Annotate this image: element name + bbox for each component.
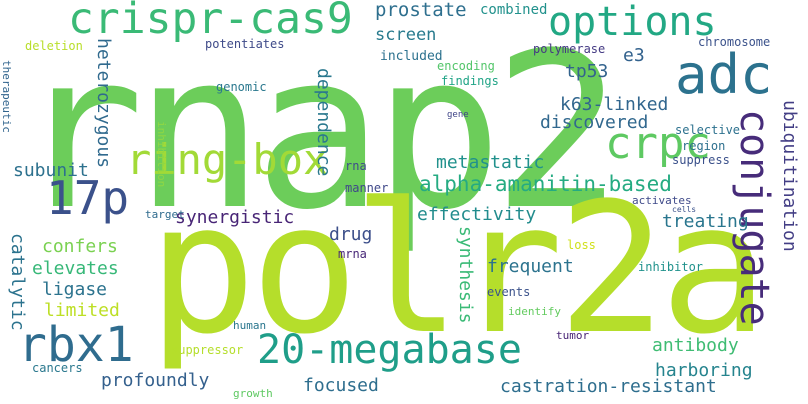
word-ring-box: ring-box [126,135,329,184]
word-castration-resistant: castration-resistant [500,376,717,397]
word-heterozygous: heterozygous [93,38,114,169]
word-crpc: crpc [605,118,711,169]
word-combined: combined [480,2,548,18]
word-deletion: deletion [25,39,83,53]
word-gene: gene [447,110,469,120]
word-tumor: tumor [556,329,590,342]
word-limited: limited [44,300,120,321]
word-cells: cells [672,205,697,214]
word-conjugate: conjugate [731,109,777,326]
word-human: human [233,319,267,332]
word-loss: loss [567,238,596,252]
word-synergistic: synergistic [175,207,295,228]
word-drug: drug [329,224,373,245]
word-rna: rna [345,159,367,173]
word-alpha-amanitin-based: alpha-amanitin-based [419,172,672,196]
word-k63-linked: k63-linked [560,94,669,115]
word-options: options [548,0,717,45]
word-effectivity: effectivity [417,204,537,225]
word-growth: growth [233,387,273,400]
word-chromosome: chromosome [698,35,771,49]
word-target: target [145,208,185,221]
word-selective: selective [675,123,741,137]
word-rbx1: rbx1 [18,317,134,373]
word-encoding: encoding [437,59,495,73]
word-e3: e3 [623,45,645,66]
word-adc: adc [675,43,773,106]
word-mrna: mrna [338,247,367,261]
word-catalytic: catalytic [7,233,28,331]
word-findings: findings [441,74,499,88]
word-treating: treating [662,211,749,232]
word-region: region [682,139,726,153]
word-suppressor: suppressor [171,343,244,357]
word-crispr-cas9: crispr-cas9 [68,0,353,44]
word-synthesis: synthesis [455,226,476,324]
word-inhibition: inhibition [155,121,168,188]
word-discovered: discovered [540,112,649,133]
word-ligase: ligase [42,279,108,300]
word-tp53: tp53 [565,61,609,82]
word-suppress: suppress [672,153,730,167]
word-polymerase: polymerase [533,42,606,56]
word-harboring: harboring [655,360,753,381]
word-subunit: subunit [13,160,89,181]
word-activates: activates [632,194,692,207]
word-polr2a: polr2a [148,165,768,374]
word-17p: 17p [46,171,130,225]
word-included: included [380,49,443,64]
word-rnap2: rnap2 [15,6,622,257]
word-confers: confers [42,236,118,257]
word-events: events [487,285,531,299]
word-identify: identify [508,305,561,318]
word-dependence: dependence [313,68,334,177]
word-elevates: elevates [32,258,119,279]
word-antibody: antibody [652,335,739,356]
word-screen: screen [375,25,437,45]
word-potentiates: potentiates [205,37,285,51]
word-genomic: genomic [216,80,267,94]
word-prostate: prostate [375,0,467,21]
word-manner: manner [345,181,389,195]
word-inhibitor: inhibitor [638,260,704,274]
word-20-megabase: 20-megabase [257,327,522,373]
word-therapeutic: therapeutic [0,60,13,133]
word-frequent: frequent [487,256,574,277]
word-focused: focused [303,375,379,396]
word-ubiquitination: ubiquitination [779,100,800,252]
word-cancers: cancers [32,361,83,375]
word-profoundly: profoundly [101,370,210,391]
word-metastatic: metastatic [436,152,545,173]
